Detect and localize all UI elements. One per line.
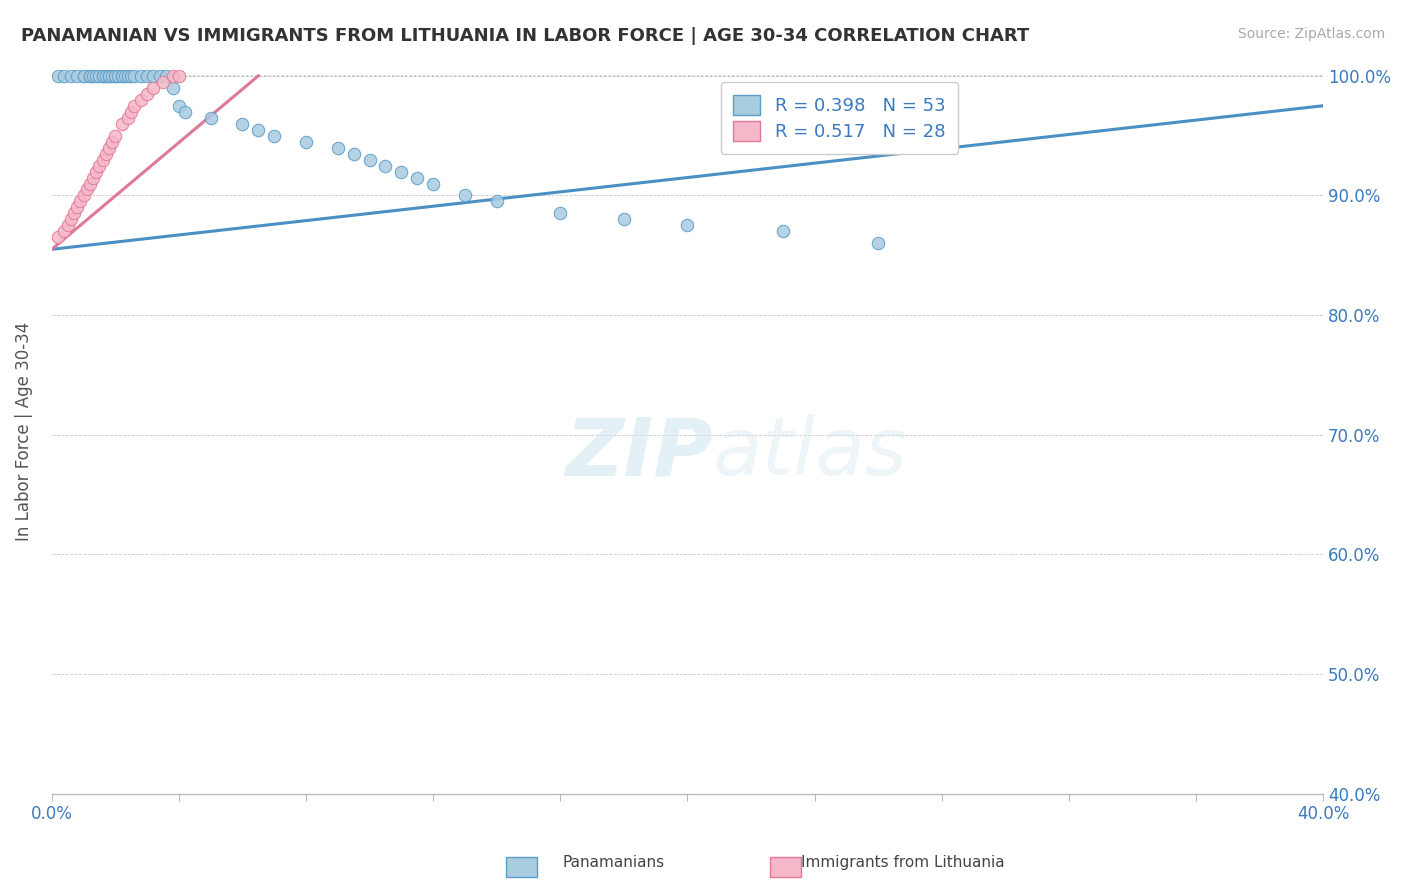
Point xyxy=(129,93,152,107)
Point xyxy=(174,104,197,119)
Text: Source: ZipAtlas.com: Source: ZipAtlas.com xyxy=(1237,27,1385,41)
Point xyxy=(114,69,136,83)
Point xyxy=(142,80,165,95)
Point xyxy=(46,69,69,83)
Point xyxy=(120,69,142,83)
Text: PANAMANIAN VS IMMIGRANTS FROM LITHUANIA IN LABOR FORCE | AGE 30-34 CORRELATION C: PANAMANIAN VS IMMIGRANTS FROM LITHUANIA … xyxy=(21,27,1029,45)
Point xyxy=(79,69,101,83)
Point xyxy=(155,69,177,83)
Point xyxy=(231,117,253,131)
Point xyxy=(79,69,101,83)
Point xyxy=(343,146,366,161)
Point xyxy=(124,99,146,113)
Point xyxy=(97,69,120,83)
Point xyxy=(89,69,111,83)
Point xyxy=(104,69,127,83)
Point xyxy=(149,69,172,83)
Point xyxy=(97,140,120,154)
Point xyxy=(72,69,94,83)
Text: atlas: atlas xyxy=(713,415,908,492)
Point xyxy=(454,188,477,202)
Point xyxy=(136,87,159,101)
Point xyxy=(107,69,129,83)
Point xyxy=(101,135,124,149)
Point xyxy=(550,206,572,220)
Point xyxy=(76,182,98,196)
Point xyxy=(91,153,114,167)
Point xyxy=(66,201,89,215)
Point xyxy=(485,194,508,209)
Point xyxy=(111,69,134,83)
Point xyxy=(167,99,190,113)
Point xyxy=(263,128,285,143)
Point xyxy=(84,69,107,83)
Point xyxy=(136,69,159,83)
Point xyxy=(374,159,396,173)
Point xyxy=(46,230,69,244)
Point xyxy=(868,236,890,251)
Text: Panamanians: Panamanians xyxy=(562,855,665,870)
Point xyxy=(389,164,412,178)
Point xyxy=(56,219,79,233)
Point xyxy=(142,69,165,83)
Text: Immigrants from Lithuania: Immigrants from Lithuania xyxy=(801,855,1005,870)
Point xyxy=(152,75,174,89)
Point xyxy=(117,69,139,83)
Legend: R = 0.398   N = 53, R = 0.517   N = 28: R = 0.398 N = 53, R = 0.517 N = 28 xyxy=(721,82,957,153)
Point xyxy=(59,212,82,227)
Point xyxy=(91,69,114,83)
Point xyxy=(676,219,699,233)
Point xyxy=(162,69,184,83)
Point xyxy=(200,111,222,125)
Point xyxy=(104,128,127,143)
Point xyxy=(772,224,794,238)
Point xyxy=(82,69,104,83)
Point xyxy=(59,69,82,83)
Point xyxy=(326,140,349,154)
Point xyxy=(72,69,94,83)
Point xyxy=(101,69,124,83)
Point xyxy=(84,164,107,178)
Point xyxy=(53,224,76,238)
Point xyxy=(72,188,94,202)
Point xyxy=(97,69,120,83)
Point xyxy=(91,69,114,83)
Point xyxy=(111,69,134,83)
Point xyxy=(295,135,318,149)
Point xyxy=(124,69,146,83)
Point xyxy=(79,177,101,191)
Point xyxy=(247,122,270,136)
Point xyxy=(94,146,117,161)
Point xyxy=(406,170,429,185)
Text: ZIP: ZIP xyxy=(565,415,713,492)
Point xyxy=(69,194,91,209)
Point xyxy=(167,69,190,83)
Point xyxy=(129,69,152,83)
Point xyxy=(89,159,111,173)
Point xyxy=(162,80,184,95)
Point xyxy=(66,69,89,83)
Point xyxy=(94,69,117,83)
Point xyxy=(53,69,76,83)
Point xyxy=(613,212,636,227)
Point xyxy=(422,177,444,191)
Point xyxy=(82,170,104,185)
Y-axis label: In Labor Force | Age 30-34: In Labor Force | Age 30-34 xyxy=(15,322,32,541)
Point xyxy=(111,117,134,131)
Point xyxy=(359,153,381,167)
Point xyxy=(120,104,142,119)
Point xyxy=(117,111,139,125)
Point xyxy=(104,69,127,83)
Point xyxy=(63,206,86,220)
